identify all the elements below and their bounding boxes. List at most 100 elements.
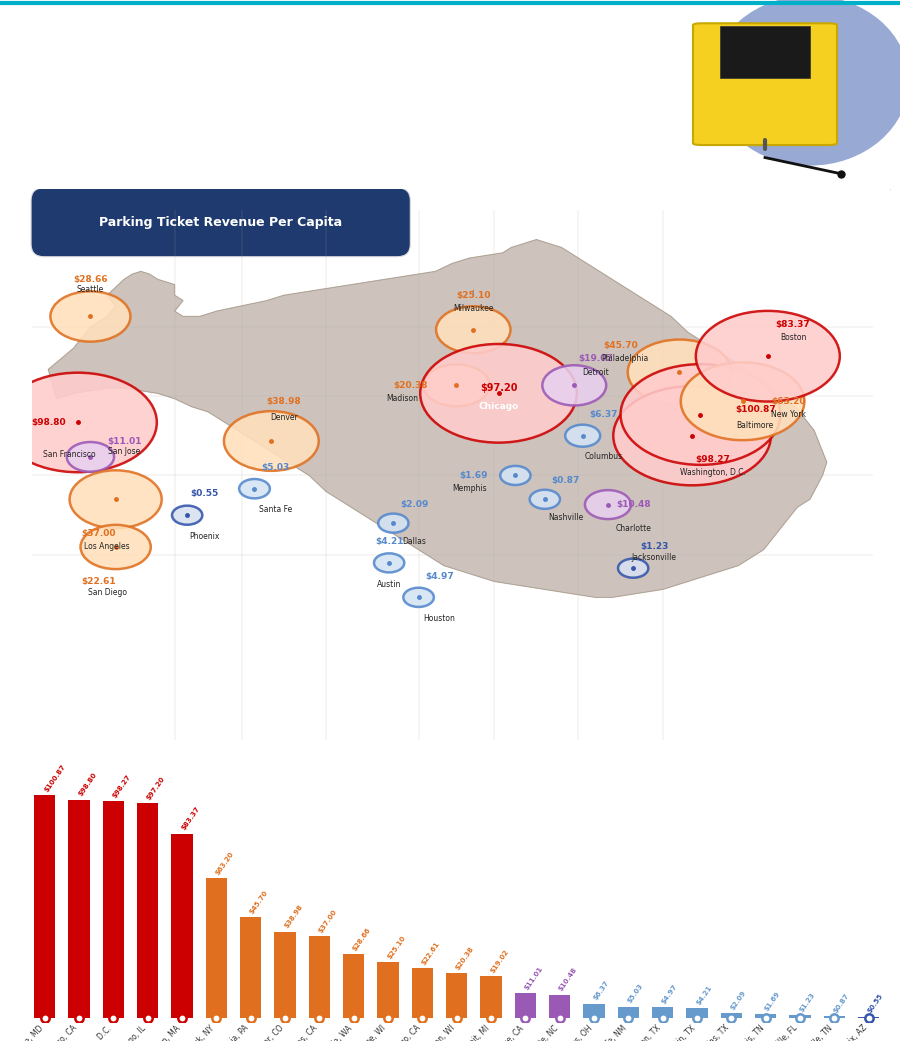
Text: Houston: Houston: [424, 614, 455, 623]
Text: $1.69: $1.69: [459, 471, 488, 480]
FancyBboxPatch shape: [4, 187, 894, 1035]
Text: Madison: Madison: [386, 395, 418, 403]
Bar: [515, 993, 536, 1018]
Text: $2.09: $2.09: [730, 989, 747, 1011]
Bar: [755, 1014, 777, 1018]
Text: $4.97: $4.97: [661, 983, 679, 1005]
Text: Parking Ticket Revenue Per Capita: Parking Ticket Revenue Per Capita: [99, 215, 342, 229]
Text: $6.37: $6.37: [592, 980, 610, 1001]
Text: $83.37: $83.37: [180, 806, 201, 832]
Text: $45.70: $45.70: [603, 341, 638, 350]
Text: $19.02: $19.02: [578, 354, 613, 363]
Circle shape: [627, 339, 731, 405]
Bar: [137, 804, 158, 1018]
Text: $98.80: $98.80: [77, 771, 98, 797]
Text: $100.87: $100.87: [43, 763, 67, 793]
Text: Charlotte: Charlotte: [616, 524, 651, 533]
Bar: [583, 1004, 605, 1018]
Bar: [34, 795, 56, 1018]
Circle shape: [585, 490, 631, 519]
Circle shape: [50, 291, 130, 341]
Circle shape: [378, 513, 409, 533]
Text: Phoenix: Phoenix: [189, 532, 220, 541]
Bar: [240, 917, 261, 1018]
Text: $25.10: $25.10: [386, 935, 407, 960]
Bar: [274, 932, 296, 1018]
Text: $11.01: $11.01: [524, 966, 544, 991]
Text: $37.00: $37.00: [318, 908, 338, 934]
Text: Washington, D.C.: Washington, D.C.: [680, 468, 746, 477]
Text: Per Capita: Per Capita: [22, 129, 227, 163]
Text: $0.87: $0.87: [552, 476, 580, 485]
Circle shape: [80, 525, 151, 569]
Circle shape: [621, 364, 780, 465]
Bar: [343, 955, 364, 1018]
Circle shape: [423, 364, 490, 406]
Text: $22.61: $22.61: [420, 940, 441, 966]
Circle shape: [530, 489, 560, 509]
FancyBboxPatch shape: [31, 187, 410, 257]
Text: Philadelphia: Philadelphia: [601, 354, 648, 363]
Text: $98.27: $98.27: [112, 773, 132, 798]
Text: $38.98: $38.98: [284, 904, 304, 930]
Text: Austin: Austin: [377, 580, 401, 588]
Text: Nashville: Nashville: [548, 513, 583, 523]
Text: Make in Parking Ticket Revenue: Make in Parking Ticket Revenue: [22, 80, 657, 116]
FancyBboxPatch shape: [693, 23, 837, 145]
Text: $6.37: $6.37: [590, 410, 618, 420]
Text: $1.69: $1.69: [764, 990, 781, 1012]
Text: $10.48: $10.48: [558, 967, 579, 992]
Text: Chicago: Chicago: [479, 402, 518, 411]
Text: $45.70: $45.70: [249, 889, 269, 915]
Text: Seattle: Seattle: [76, 285, 104, 295]
Text: San Jose: San Jose: [108, 447, 140, 456]
Circle shape: [696, 311, 840, 402]
Text: San Diego: San Diego: [87, 587, 127, 596]
Circle shape: [374, 554, 404, 573]
Text: $98.80: $98.80: [31, 417, 66, 427]
Bar: [412, 968, 433, 1018]
Text: $38.98: $38.98: [266, 397, 302, 406]
Text: Baltimore: Baltimore: [736, 421, 774, 430]
Circle shape: [69, 471, 162, 528]
Circle shape: [403, 588, 434, 607]
Text: $100.87: $100.87: [734, 405, 776, 413]
Text: $25.10: $25.10: [456, 290, 491, 300]
Bar: [789, 1015, 811, 1018]
Bar: [481, 975, 501, 1018]
Circle shape: [0, 373, 157, 473]
Text: $1.23: $1.23: [798, 991, 816, 1013]
Bar: [68, 799, 90, 1018]
Bar: [309, 936, 330, 1018]
Text: $28.66: $28.66: [73, 275, 108, 284]
Circle shape: [500, 466, 530, 485]
Text: $0.87: $0.87: [832, 992, 850, 1014]
Bar: [687, 1009, 707, 1018]
Text: $4.21: $4.21: [375, 537, 403, 547]
Text: $0.55: $0.55: [190, 489, 218, 499]
Text: $5.03: $5.03: [261, 463, 290, 472]
Text: Los Angeles: Los Angeles: [85, 542, 130, 552]
Text: $11.01: $11.01: [107, 436, 141, 446]
Text: Santa Fe: Santa Fe: [259, 505, 292, 514]
Text: Denver: Denver: [270, 412, 298, 422]
Bar: [103, 801, 124, 1018]
Bar: [652, 1007, 673, 1018]
Text: Milwaukee: Milwaukee: [453, 304, 493, 313]
Text: $10.48: $10.48: [616, 500, 651, 509]
Text: $1.23: $1.23: [640, 542, 669, 552]
Bar: [377, 962, 399, 1018]
Bar: [824, 1016, 845, 1018]
Text: Memphis: Memphis: [452, 484, 486, 493]
Text: Detroit: Detroit: [582, 367, 608, 377]
Circle shape: [543, 365, 607, 406]
Circle shape: [436, 306, 510, 353]
Circle shape: [613, 386, 771, 485]
Text: $20.38: $20.38: [393, 381, 428, 390]
Circle shape: [239, 479, 270, 499]
Text: $63.20: $63.20: [771, 397, 806, 406]
Text: $98.27: $98.27: [696, 455, 731, 464]
Text: $83.37: $83.37: [776, 320, 810, 329]
Text: $97.20: $97.20: [146, 776, 166, 801]
Text: $22.61: $22.61: [82, 577, 116, 586]
